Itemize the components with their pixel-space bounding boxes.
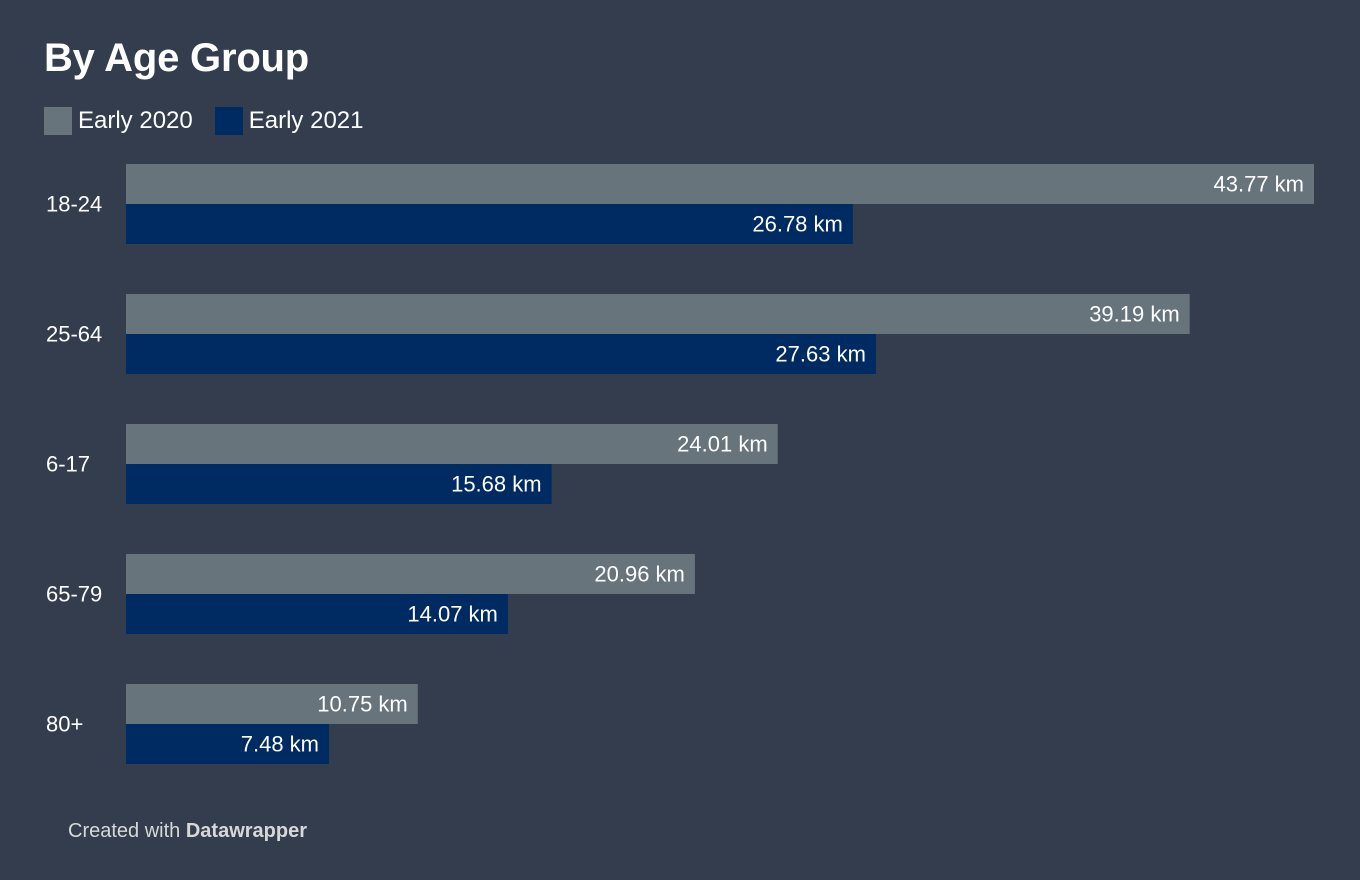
value-label-early-2020-25-64: 39.19 km	[1089, 302, 1180, 327]
bar-early-2021-6-17	[126, 464, 552, 504]
legend-label-early-2021: Early 2021	[248, 107, 364, 134]
legend-item-early-2020: Early 2020	[44, 104, 193, 138]
footer-credit: Created with Datawrapper	[68, 817, 307, 845]
value-label-early-2020-80: 10.75 km	[317, 692, 408, 717]
chart-title: By Age Group	[44, 36, 310, 80]
category-label-18-24: 18-24	[46, 192, 102, 217]
category-label-6-17: 6-17	[46, 452, 90, 477]
bar-early-2020-25-64	[126, 294, 1190, 334]
value-label-early-2021-25-64: 27.63 km	[775, 342, 866, 367]
legend-swatch-early-2020	[44, 107, 72, 135]
value-label-early-2020-18-24: 43.77 km	[1214, 172, 1305, 197]
value-label-early-2021-18-24: 26.78 km	[752, 212, 843, 237]
bar-early-2021-65-79	[126, 594, 508, 634]
legend-label-early-2020: Early 2020	[78, 107, 193, 134]
value-label-early-2021-80: 7.48 km	[241, 732, 319, 757]
bar-early-2020-80	[126, 684, 418, 724]
bar-early-2021-25-64	[126, 334, 876, 374]
bar-early-2020-18-24	[126, 164, 1314, 204]
bar-early-2021-18-24	[126, 204, 853, 244]
bar-early-2020-6-17	[126, 424, 778, 464]
value-label-early-2020-6-17: 24.01 km	[677, 432, 768, 457]
bar-early-2020-65-79	[126, 554, 695, 594]
bar-early-2021-80	[126, 724, 330, 764]
category-label-65-79: 65-79	[46, 582, 102, 607]
legend-swatch-early-2021	[214, 107, 243, 135]
category-label-80: 80+	[46, 712, 83, 737]
value-label-early-2021-65-79: 14.07 km	[407, 602, 498, 627]
value-label-early-2020-65-79: 20.96 km	[594, 562, 685, 587]
footer-brand: Datawrapper	[185, 820, 307, 842]
category-label-25-64: 25-64	[46, 322, 102, 347]
chart-legend: Early 2020 Early 2021	[44, 104, 386, 138]
value-label-early-2021-6-17: 15.68 km	[451, 472, 542, 497]
footer-prefix: Created with	[68, 820, 186, 842]
legend-item-early-2021: Early 2021	[214, 104, 364, 138]
